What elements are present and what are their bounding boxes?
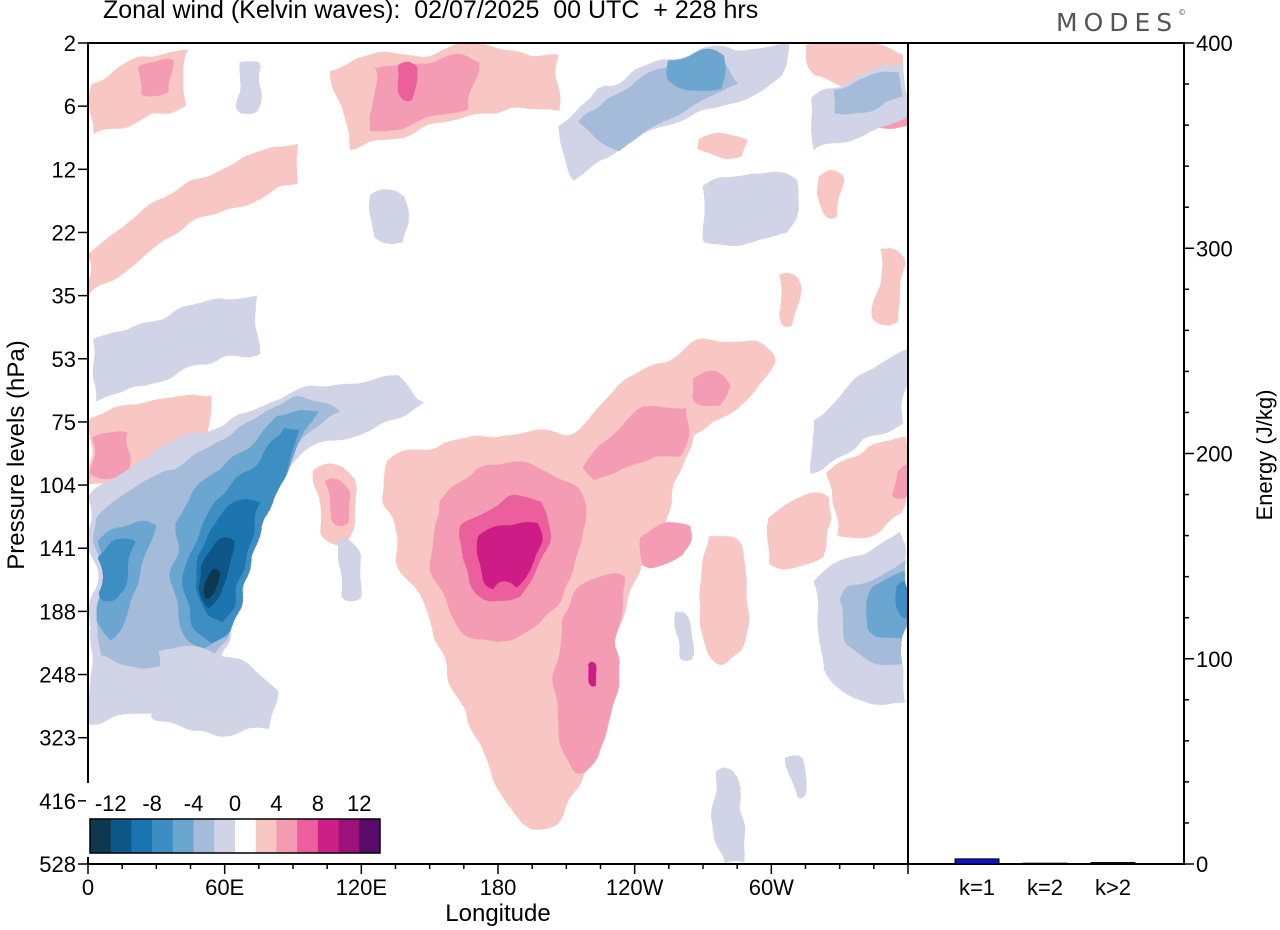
energy-bars: k=1 k=2 k>2 [954, 858, 1136, 900]
colorbar-label: 8 [312, 791, 324, 816]
y-axis-label: Pressure levels (hPa) [3, 340, 30, 569]
colorbar-swatch [90, 819, 112, 853]
colorbar-swatch [276, 819, 298, 853]
energy-category-label: k>2 [1095, 875, 1131, 900]
chart-title: Zonal wind (Kelvin waves): 02/07/2025 00… [103, 0, 759, 24]
x-axis: 0 60E 120E 180 120W 60W [82, 864, 909, 900]
energy-tick-label: 300 [1196, 236, 1233, 261]
x-tick-label: 60W [749, 875, 794, 900]
colorbar-swatch [297, 819, 319, 853]
energy-bar [1022, 862, 1068, 865]
x-tick-label: 60E [205, 875, 244, 900]
brand-logo: MODES© [1056, 8, 1187, 37]
y-tick-label: 6 [64, 94, 76, 119]
colorbar-swatch [110, 819, 132, 853]
colorbar-swatch [317, 819, 340, 853]
x-tick-label: 180 [480, 875, 517, 900]
colorbar-swatch [255, 819, 277, 853]
energy-tick-label: 400 [1196, 31, 1233, 56]
energy-tick-label: 200 [1196, 442, 1233, 467]
colorbar-swatch [235, 819, 257, 853]
bar-frame [907, 42, 1185, 865]
colorbar-label: -12 [95, 791, 127, 816]
colorbar-label: 12 [347, 791, 371, 816]
y-tick-label: 248 [39, 663, 76, 688]
y-tick-label: 188 [39, 599, 76, 624]
energy-category-label: k=1 [959, 875, 995, 900]
y-tick-label: 22 [52, 220, 76, 245]
energy-category-label: k=2 [1027, 875, 1063, 900]
colorbar-label: 0 [229, 791, 241, 816]
y-tick-label: 75 [52, 410, 76, 435]
energy-bar [1090, 862, 1136, 865]
x-tick-label: 0 [82, 875, 94, 900]
y-tick-label: 416 [39, 789, 76, 814]
y-tick-label: 323 [39, 726, 76, 751]
x-tick-label: 120W [606, 875, 664, 900]
y-tick-label: 53 [52, 347, 76, 372]
contour-field [90, 45, 906, 864]
x-tick-label: 120E [336, 875, 387, 900]
energy-tick-label: 100 [1196, 647, 1233, 672]
colorbar-swatch [193, 819, 215, 853]
colorbar-swatch [131, 819, 153, 853]
energy-tick-label: 0 [1196, 852, 1208, 877]
colorbar-frame [89, 818, 381, 854]
y-tick-label: 104 [39, 473, 76, 498]
energy-axis: 0 100 200 300 400 [1184, 31, 1233, 877]
colorbar-label: -4 [184, 791, 204, 816]
colorbar-label: -8 [142, 791, 162, 816]
energy-axis-label: Energy (J/kg) [1252, 390, 1277, 521]
energy-bar [954, 858, 1000, 865]
colorbar: -12 -8 -4 0 4 8 12 [86, 783, 384, 857]
colorbar-label: 4 [270, 791, 282, 816]
y-axis: 2 6 12 22 35 53 75 104 141 188 248 323 416 528 [39, 31, 88, 877]
x-axis-label: Longitude [445, 900, 550, 927]
y-tick-label: 528 [39, 852, 76, 877]
colorbar-swatch [152, 819, 174, 853]
colorbar-swatch [359, 819, 381, 853]
colorbar-swatch [338, 819, 360, 853]
y-tick-label: 141 [39, 536, 76, 561]
colorbar-swatch [214, 819, 236, 853]
y-tick-label: 2 [64, 31, 76, 56]
colorbar-swatch [172, 819, 195, 853]
y-tick-label: 35 [52, 284, 76, 309]
y-tick-label: 12 [52, 157, 76, 182]
